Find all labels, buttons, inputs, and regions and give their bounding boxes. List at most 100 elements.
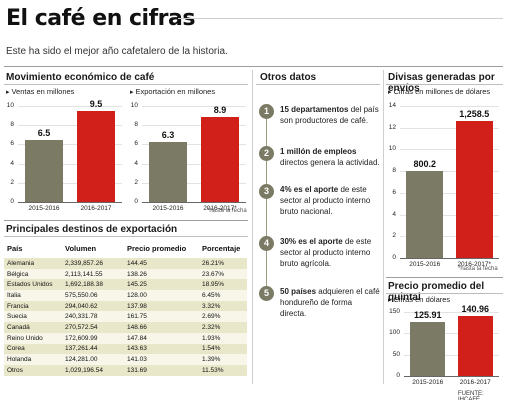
table-row: Bélgica 2,113,141.55 138.26 23.67% — [4, 268, 247, 280]
gridline — [404, 312, 499, 313]
item-number-badge: 5 — [259, 286, 274, 301]
gridline — [400, 127, 499, 129]
bar-value-label: 8.9 — [213, 104, 227, 115]
gridline — [400, 192, 499, 194]
divisas-chart: Cifras en millones de dólares 0 2 4 6 8 10 12 14… — [386, 86, 503, 272]
table-row: Estados Unidos 1,692,188.38 145.25 18.95% — [4, 279, 247, 291]
cell-pais: Estados Unidos — [4, 279, 62, 291]
bar — [24, 139, 64, 202]
page-subtitle: Este ha sido el mejor año cafetalero de … — [6, 46, 228, 57]
movimiento-heading: Movimiento económico de café — [6, 72, 155, 83]
source-credit: FUENTE: IHCAFÉ — [458, 391, 484, 400]
cell-volumen: 2,339,857.26 — [62, 258, 124, 269]
table-row: Canadá 270,572.54 148.66 2.32% — [4, 322, 247, 333]
x-tick-label: 2015-2016 — [409, 261, 441, 268]
gridline — [18, 163, 122, 165]
table-row: Alemania 2,339,857.26 144.45 26.21% — [4, 258, 247, 269]
otros-item-text: de este sector al producto interno bruto… — [280, 185, 371, 216]
otros-timeline — [266, 112, 267, 298]
divisas-rule — [386, 84, 503, 85]
y-tick-label: 4 — [134, 159, 138, 167]
x-axis-line — [400, 258, 499, 259]
y-tick-label: 6 — [10, 140, 14, 148]
y-tick-label: 2 — [392, 232, 396, 240]
cell-precio: 143.63 — [124, 343, 199, 355]
table-heading: Principales destinos de exportación — [6, 224, 178, 235]
otros-item: 50 países adquieren el café hondureño de… — [280, 286, 380, 319]
y-tick-label: 6 — [134, 140, 138, 148]
cell-pais: Alemania — [4, 258, 62, 269]
y-tick-label: 8 — [134, 121, 138, 129]
cell-pais: Corea — [4, 343, 62, 355]
x-tick-label: 2016-2017 — [459, 379, 491, 386]
cell-volumen: 240,331.78 — [62, 311, 124, 323]
cell-volumen: 270,572.54 — [62, 322, 124, 333]
cell-porcentaje: 11.53% — [199, 364, 247, 376]
gridline — [18, 106, 122, 107]
otros-item-text: directos genera la actividad. — [280, 158, 380, 167]
chart-subtitle: Ventas en millones — [6, 87, 74, 96]
cell-precio: 148.66 — [124, 322, 199, 333]
bar — [406, 171, 444, 258]
cell-precio: 137.98 — [124, 300, 199, 312]
gridline — [400, 214, 499, 216]
cell-porcentaje: 6.45% — [199, 290, 247, 301]
otros-item: 15 departamentos del país son productore… — [280, 104, 380, 126]
item-number-badge: 4 — [259, 236, 274, 251]
cell-volumen: 137,261.44 — [62, 343, 124, 355]
divisas-footnote: *hasta la fecha — [458, 266, 498, 272]
page-title: El café en cifras — [6, 6, 195, 31]
cell-porcentaje: 2.69% — [199, 311, 247, 323]
cell-pais: Francia — [4, 300, 62, 312]
gridline — [142, 106, 246, 107]
gridline — [142, 182, 246, 184]
gridline — [18, 144, 122, 146]
cell-pais: Canadá — [4, 322, 62, 333]
cell-porcentaje: 1.39% — [199, 354, 247, 365]
y-tick-label: 0 — [134, 198, 138, 205]
gridline — [404, 333, 499, 335]
y-tick-label: 4 — [392, 210, 396, 218]
cell-volumen: 575,550.06 — [62, 290, 124, 301]
col-porcentaje: Porcentaje — [202, 244, 241, 253]
otros-heading: Otros datos — [260, 72, 317, 83]
y-tick-label: 0 — [396, 372, 400, 379]
table-row: Suecia 240,331.78 161.75 2.69% — [4, 311, 247, 323]
table-row: Reino Unido 172,609.99 147.84 1.93% — [4, 332, 247, 344]
destinos-table: País Volumen Precio promedio Porcentaje … — [4, 241, 247, 376]
otros-rule — [256, 84, 380, 85]
x-axis-line — [142, 202, 246, 203]
cell-precio: 144.45 — [124, 258, 199, 269]
cell-precio: 141.03 — [124, 354, 199, 365]
bar — [76, 110, 116, 202]
cell-volumen: 1,692,188.38 — [62, 279, 124, 291]
bar-value-label: 9.5 — [89, 98, 103, 109]
table-top-rule — [4, 220, 248, 221]
y-tick-label: 10 — [388, 145, 396, 153]
otros-item-text: adquieren el café hondureño de forma dir… — [280, 287, 380, 318]
x-axis-line — [18, 202, 122, 203]
otros-item-text: de este sector al producto interno bruto… — [280, 237, 372, 268]
bar-value-label: 1,258.5 — [459, 109, 490, 120]
gridline — [18, 182, 122, 184]
exportacion-chart: Exportación en millones 0 2 4 6 8 10 6.3 2015-20… — [128, 86, 250, 216]
chart-subtitle: Cifras en millones de dólares — [388, 87, 490, 96]
gridline — [142, 144, 246, 146]
chart-subtitle: Exportación en millones — [130, 87, 215, 96]
exportacion-footnote: *hasta la fecha — [207, 208, 247, 214]
precio-top-rule — [386, 277, 503, 278]
gridline — [400, 236, 499, 238]
table-row: Italia 575,550.06 128.00 6.45% — [4, 290, 247, 301]
cell-pais: Reino Unido — [4, 332, 62, 344]
otros-item-highlight: 4% es el aporte — [280, 185, 339, 194]
table-row: Holanda 124,281.00 141.03 1.39% — [4, 354, 247, 365]
gridline — [400, 106, 499, 107]
ventas-chart: Ventas en millones 0 2 4 6 8 10 6.5 2015-2016 9.5… — [4, 86, 126, 216]
col-pais: País — [7, 244, 23, 253]
cell-volumen: 124,281.00 — [62, 354, 124, 365]
x-axis-line — [404, 376, 499, 377]
cell-pais: Holanda — [4, 354, 62, 365]
precio-chart: Cifras en dólares 0 50 100 150 125.91 2015-201… — [386, 294, 503, 388]
y-tick-label: 14 — [388, 102, 396, 109]
bar — [148, 141, 188, 202]
